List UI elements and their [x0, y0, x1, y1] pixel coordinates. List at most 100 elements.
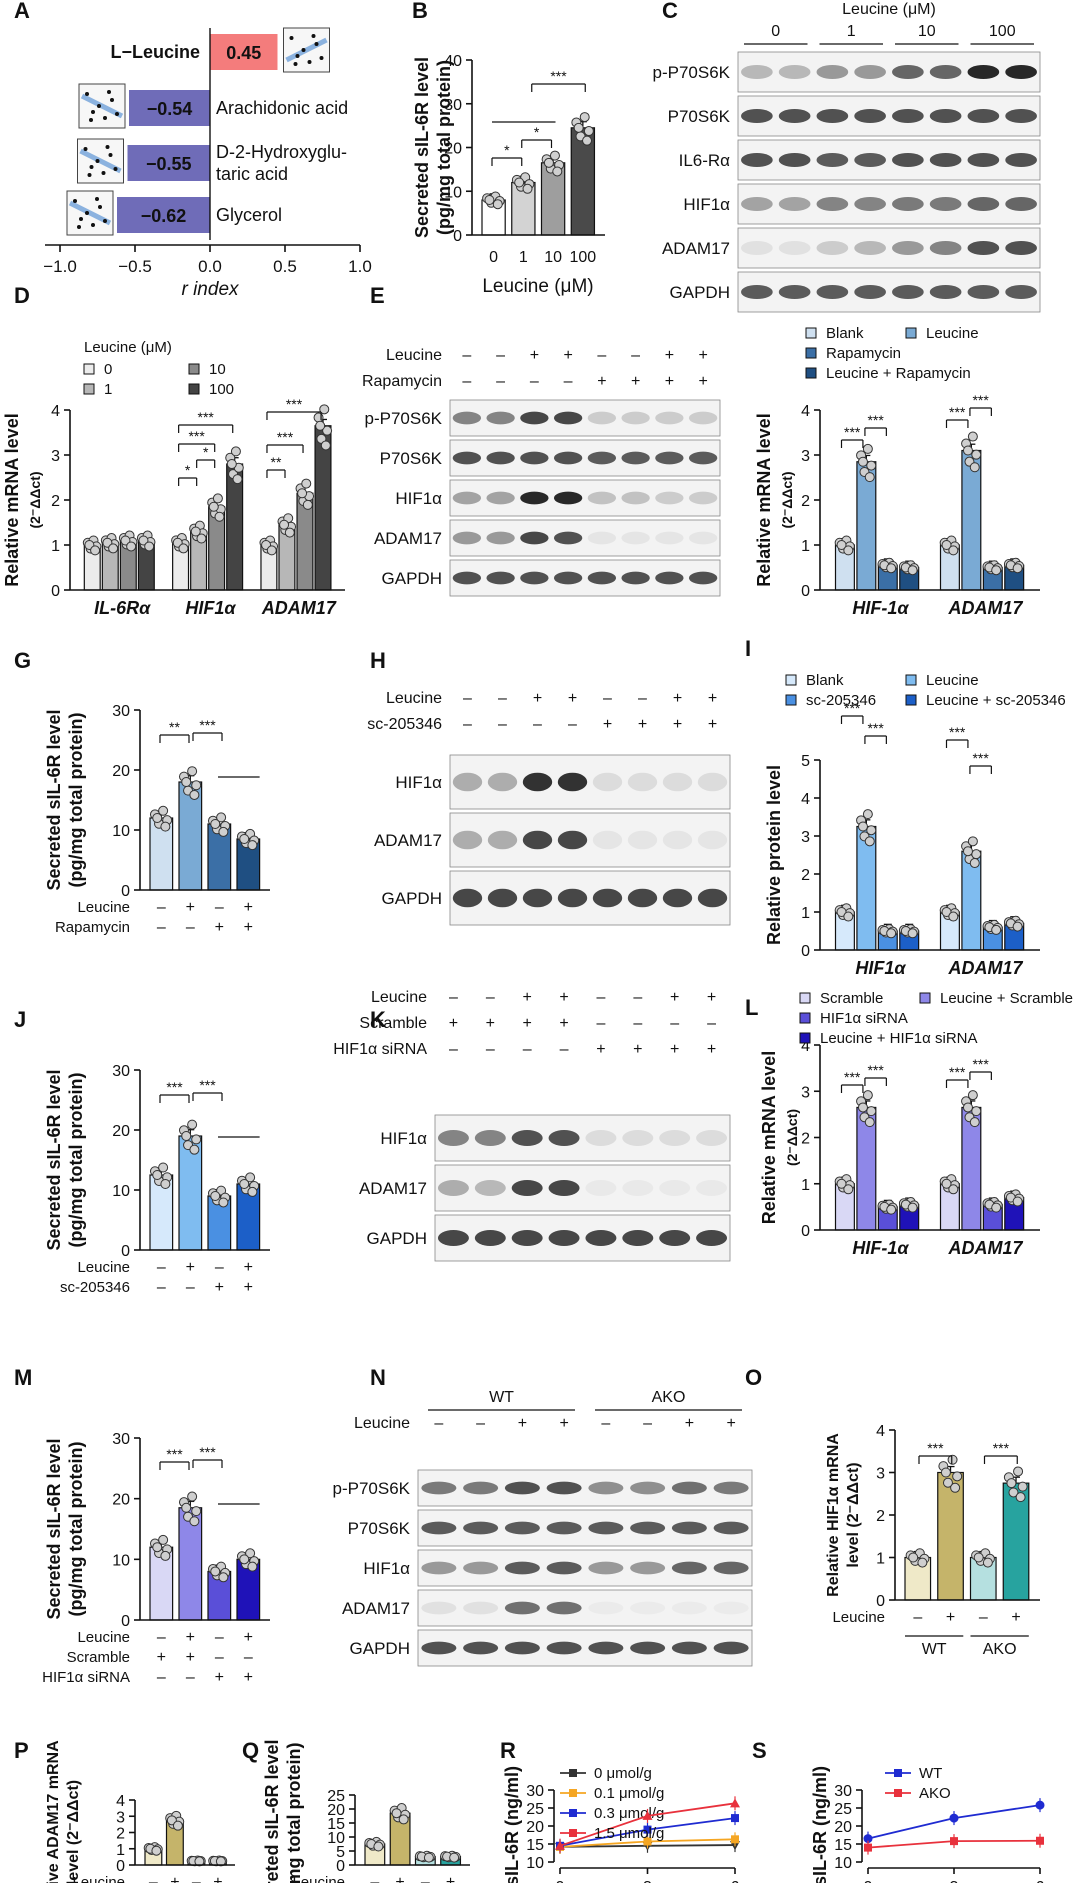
blot-protein-label-h: ADAM17 — [374, 831, 442, 850]
blot-band-c — [892, 108, 924, 124]
sig-l-stars: *** — [844, 1069, 861, 1085]
data-point-l — [991, 1202, 1002, 1213]
blot-band-c — [854, 152, 886, 168]
blot-band-c — [892, 284, 924, 300]
sig-j-stars: *** — [166, 1079, 183, 1095]
legend-label-d: 100 — [209, 381, 234, 398]
row-sign-m: + — [215, 1669, 224, 1686]
blot-protein-label-c: P70S6K — [668, 107, 731, 126]
y-tick-label-o: 1 — [876, 1551, 885, 1568]
blot-band-c — [778, 196, 811, 212]
blot-band-e — [486, 411, 515, 425]
legend-label-f: Rapamycin — [826, 345, 901, 362]
row-sign-j: + — [244, 1259, 253, 1276]
data-point-i — [1012, 921, 1023, 932]
blot-band-k — [622, 1230, 654, 1246]
data-point-b — [543, 157, 554, 168]
inset-point-a — [311, 34, 316, 38]
y-tick-label-i: 0 — [801, 943, 810, 960]
blot-protein-label-k: GAPDH — [367, 1229, 427, 1248]
blot-row-sign-n: – — [434, 1415, 443, 1432]
blot-band-c — [854, 64, 886, 80]
legend-swatch-d — [83, 383, 95, 395]
blot-band-n — [421, 1641, 457, 1655]
blot-row-sign-k: – — [449, 1041, 458, 1058]
panel-letter-q: Q — [242, 1738, 259, 1763]
blot-band-n — [463, 1481, 499, 1495]
y-axis-label-q: Secreted sIL-6R level — [262, 1739, 282, 1883]
inset-point-a — [85, 211, 89, 215]
bar-a — [127, 145, 210, 181]
blot-row-sign-e: + — [530, 347, 539, 364]
legend-swatch-l — [799, 1012, 811, 1024]
blot-band-e — [520, 491, 549, 505]
legend-swatch-d — [83, 363, 95, 375]
y-axis-label-sup-l: (2⁻ΔΔct) — [784, 1109, 800, 1166]
y-tick-label-p: 1 — [116, 1842, 125, 1859]
blot-band-c — [854, 196, 886, 212]
data-point-b — [579, 112, 590, 123]
data-point-g — [187, 766, 198, 777]
blot-band-e — [688, 571, 718, 585]
blot-band-e — [520, 571, 549, 585]
blot-row-sign-h: + — [708, 690, 717, 707]
blot-band-e — [621, 451, 650, 465]
legend-label-i: sc-205346 — [806, 692, 876, 709]
row-sign-g: + — [244, 919, 253, 936]
legend-swatch-f — [905, 327, 917, 339]
y-tick-label-m: 0 — [121, 1613, 130, 1630]
legend-swatch-f — [805, 327, 817, 339]
blot-band-k — [437, 1130, 469, 1146]
blot-band-k — [585, 1130, 617, 1146]
y-axis-label-g: (pg/mg total protein) — [66, 713, 86, 888]
blot-protein-label-n: GAPDH — [350, 1639, 410, 1658]
data-point-i — [857, 821, 868, 832]
bar-value-label-a: 0.45 — [226, 43, 261, 63]
data-point-g — [239, 834, 250, 844]
data-point-b — [552, 166, 563, 177]
blot-band-h — [697, 888, 728, 908]
data-point-l — [857, 1102, 868, 1113]
blot-row-sign-k: – — [596, 989, 605, 1006]
y-axis-label-l: Relative mRNA level — [759, 1051, 779, 1224]
legend-label-f: Blank — [826, 325, 864, 342]
data-point-j — [191, 1134, 202, 1145]
blot-band-c — [816, 284, 849, 300]
blot-band-e — [655, 411, 684, 425]
y-tick-label-d: 1 — [51, 538, 60, 555]
blot-band-n — [463, 1601, 499, 1615]
sig-l-stars: *** — [949, 1064, 966, 1080]
inset-point-a — [83, 147, 88, 151]
blot-band-e — [452, 451, 482, 465]
blot-row-sign-k: + — [670, 989, 679, 1006]
blot-band-e — [655, 531, 684, 545]
y-tick-label-d: 3 — [51, 448, 60, 465]
blot-band-n — [671, 1481, 707, 1495]
data-point-l — [843, 1184, 854, 1195]
bar-f — [856, 461, 877, 591]
blot-protein-label-e: P70S6K — [380, 449, 443, 468]
legend-label-r: 0.3 μmol/g — [594, 1805, 664, 1822]
sig-f-stars: *** — [844, 424, 861, 440]
blot-row-label-k: Scramble — [359, 1015, 427, 1032]
blot-band-n — [504, 1521, 540, 1535]
blot-band-c — [1005, 152, 1037, 168]
data-point-o — [1015, 1492, 1026, 1503]
blot-band-n — [588, 1561, 624, 1575]
panel-letter-n: N — [370, 1365, 386, 1390]
blot-group-label-n: WT — [489, 1389, 514, 1406]
blot-band-e — [621, 571, 650, 585]
blot-row-sign-h: – — [498, 690, 507, 707]
y-tick-label-f: 4 — [801, 403, 810, 420]
blot-band-h — [557, 772, 588, 792]
data-point-m — [247, 1561, 258, 1572]
data-point-m — [181, 1502, 192, 1513]
blot-band-e — [553, 531, 583, 545]
inset-point-a — [105, 145, 110, 149]
data-point-p — [215, 1856, 226, 1867]
y-tick-label-p: 4 — [116, 1793, 125, 1810]
inset-point-a — [87, 173, 92, 177]
blot-row-sign-h: – — [463, 716, 472, 733]
blot-band-n — [713, 1601, 749, 1615]
